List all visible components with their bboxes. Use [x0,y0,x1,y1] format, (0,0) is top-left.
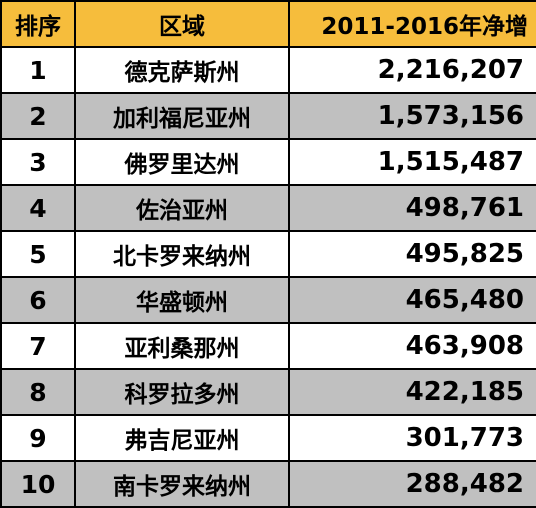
gain-cell: 422,185 [288,368,536,416]
rank-cell: 4 [0,184,76,232]
gain-cell: 1,515,487 [288,138,536,186]
table-row: 6 华盛顿州 465,480 [0,276,536,324]
header-rank: 排序 [0,0,76,48]
rank-cell: 3 [0,138,76,186]
gain-cell: 1,573,156 [288,92,536,140]
rank-cell: 9 [0,414,76,462]
gain-cell: 495,825 [288,230,536,278]
region-cell: 华盛顿州 [74,276,290,324]
table-row: 8 科罗拉多州 422,185 [0,368,536,416]
table-row: 3 佛罗里达州 1,515,487 [0,138,536,186]
gain-cell: 465,480 [288,276,536,324]
rank-cell: 6 [0,276,76,324]
rank-cell: 7 [0,322,76,370]
table-row: 1 德克萨斯州 2,216,207 [0,46,536,94]
gain-cell: 2,216,207 [288,46,536,94]
header-gain: 2011-2016年净增 [288,0,536,48]
header-row: 排序 区域 2011-2016年净增 [0,0,536,48]
table-row: 2 加利福尼亚州 1,573,156 [0,92,536,140]
gain-cell: 463,908 [288,322,536,370]
rank-cell: 1 [0,46,76,94]
table-row: 4 佐治亚州 498,761 [0,184,536,232]
gain-cell: 498,761 [288,184,536,232]
region-cell: 南卡罗来纳州 [74,460,290,508]
rank-cell: 10 [0,460,76,508]
gain-cell: 301,773 [288,414,536,462]
region-cell: 亚利桑那州 [74,322,290,370]
table-row: 9 弗吉尼亚州 301,773 [0,414,536,462]
gain-cell: 288,482 [288,460,536,508]
rank-cell: 5 [0,230,76,278]
table-row: 10 南卡罗来纳州 288,482 [0,460,536,508]
region-cell: 德克萨斯州 [74,46,290,94]
region-cell: 弗吉尼亚州 [74,414,290,462]
table-row: 7 亚利桑那州 463,908 [0,322,536,370]
header-region: 区域 [74,0,290,48]
region-cell: 佐治亚州 [74,184,290,232]
region-cell: 加利福尼亚州 [74,92,290,140]
region-cell: 科罗拉多州 [74,368,290,416]
region-cell: 北卡罗来纳州 [74,230,290,278]
rank-cell: 2 [0,92,76,140]
rank-cell: 8 [0,368,76,416]
region-cell: 佛罗里达州 [74,138,290,186]
table-row: 5 北卡罗来纳州 495,825 [0,230,536,278]
